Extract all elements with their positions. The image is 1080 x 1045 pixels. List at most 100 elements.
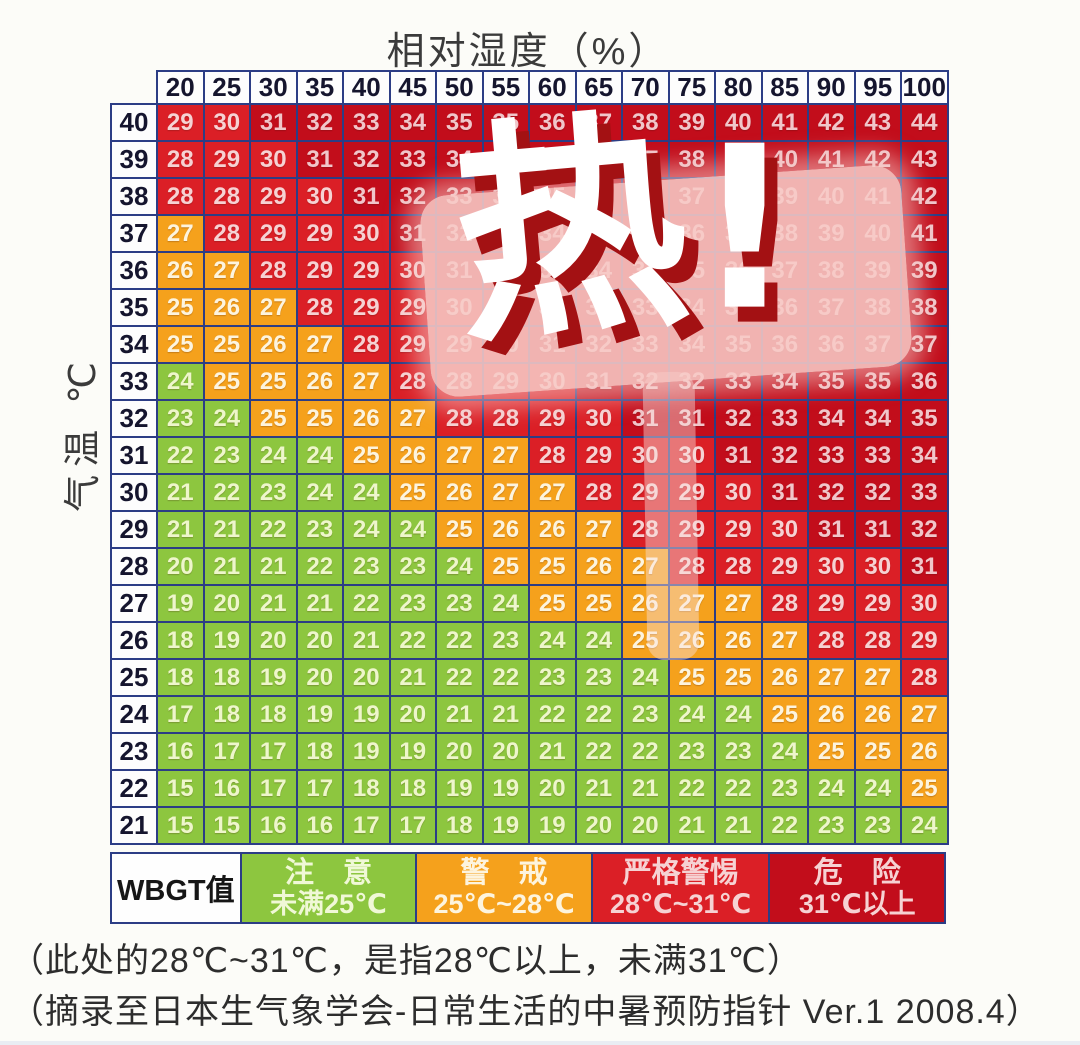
wbgt-cell: 25 <box>667 658 716 697</box>
wbgt-cell: 15 <box>156 769 205 808</box>
wbgt-cell: 21 <box>249 584 298 623</box>
wbgt-cell: 23 <box>528 658 577 697</box>
wbgt-cell: 20 <box>295 621 344 660</box>
hot-stamp-watermark: 热 ! <box>443 86 806 375</box>
note-line-1: （此处的28℃~31℃，是指28℃以上，未满31℃） <box>10 942 802 980</box>
wbgt-cell: 29 <box>249 214 298 253</box>
wbgt-cell: 20 <box>388 695 437 734</box>
legend-item-range: 未满25℃ <box>270 889 387 919</box>
wbgt-cell: 26 <box>714 621 763 660</box>
wbgt-cell: 24 <box>807 769 856 808</box>
wbgt-cell: 26 <box>621 584 670 623</box>
wbgt-cell: 29 <box>295 214 344 253</box>
wbgt-cell: 15 <box>156 806 205 845</box>
wbgt-cell: 17 <box>388 806 437 845</box>
wbgt-cell: 24 <box>481 584 530 623</box>
wbgt-cell: 22 <box>156 436 205 475</box>
wbgt-cell: 17 <box>156 695 205 734</box>
wbgt-cell: 32 <box>900 510 949 549</box>
wbgt-cell: 29 <box>667 510 716 549</box>
wbgt-cell: 23 <box>714 732 763 771</box>
wbgt-cell: 21 <box>342 621 391 660</box>
wbgt-cell: 29 <box>156 103 205 142</box>
wbgt-cell: 29 <box>202 140 251 179</box>
wbgt-cell: 21 <box>156 510 205 549</box>
wbgt-cell: 25 <box>156 288 205 327</box>
temperature-header-cell: 39 <box>110 140 158 179</box>
wbgt-cell: 18 <box>156 621 205 660</box>
wbgt-cell: 36 <box>574 140 623 179</box>
wbgt-cell: 29 <box>807 584 856 623</box>
wbgt-cell: 26 <box>435 473 484 512</box>
humidity-header-cell: 50 <box>435 70 484 105</box>
wbgt-cell: 27 <box>202 251 251 290</box>
wbgt-cell: 27 <box>574 510 623 549</box>
wbgt-cell: 23 <box>760 769 809 808</box>
wbgt-cell: 20 <box>435 732 484 771</box>
wbgt-cell: 30 <box>574 399 623 438</box>
wbgt-cell: 25 <box>574 584 623 623</box>
wbgt-cell: 36 <box>528 103 577 142</box>
wbgt-cell: 24 <box>342 510 391 549</box>
wbgt-cell: 21 <box>435 695 484 734</box>
wbgt-cell: 29 <box>621 473 670 512</box>
humidity-header-cell: 80 <box>714 70 763 105</box>
wbgt-cell: 22 <box>714 769 763 808</box>
temperature-header-cell: 21 <box>110 806 158 845</box>
wbgt-cell: 27 <box>667 584 716 623</box>
wbgt-cell: 33 <box>807 436 856 475</box>
humidity-header-cell: 35 <box>295 70 344 105</box>
wbgt-cell: 18 <box>249 695 298 734</box>
legend-wbgt-label: WBGT值 <box>112 854 240 922</box>
temperature-header-cell: 35 <box>110 288 158 327</box>
wbgt-cell: 28 <box>295 288 344 327</box>
wbgt-cell: 22 <box>435 621 484 660</box>
note-line-2: （摘录至日本生气象学会-日常生活的中暑预防指针 Ver.1 2008.4） <box>10 993 1041 1031</box>
wbgt-cell: 27 <box>714 584 763 623</box>
wbgt-cell: 19 <box>481 806 530 845</box>
wbgt-cell: 25 <box>249 362 298 401</box>
wbgt-cell: 29 <box>249 177 298 216</box>
wbgt-cell: 31 <box>900 547 949 586</box>
wbgt-cell: 28 <box>853 621 902 660</box>
wbgt-cell: 30 <box>760 510 809 549</box>
wbgt-cell: 22 <box>202 473 251 512</box>
humidity-header-cell: 60 <box>528 70 577 105</box>
wbgt-cell: 22 <box>249 510 298 549</box>
wbgt-cell: 28 <box>249 251 298 290</box>
wbgt-cell: 22 <box>574 732 623 771</box>
wbgt-cell: 18 <box>295 732 344 771</box>
wbgt-cell: 21 <box>249 547 298 586</box>
humidity-header-cell: 65 <box>574 70 623 105</box>
wbgt-cell: 24 <box>853 769 902 808</box>
wbgt-cell: 24 <box>435 547 484 586</box>
wbgt-cell: 28 <box>156 177 205 216</box>
wbgt-cell: 29 <box>342 251 391 290</box>
humidity-header-cell: 40 <box>342 70 391 105</box>
wbgt-cell: 22 <box>481 658 530 697</box>
wbgt-cell: 22 <box>760 806 809 845</box>
wbgt-cell: 30 <box>249 140 298 179</box>
exclamation-mark: ! <box>693 98 796 361</box>
wbgt-cell: 30 <box>202 103 251 142</box>
wbgt-cell: 26 <box>156 251 205 290</box>
temperature-header-cell: 33 <box>110 362 158 401</box>
wbgt-cell: 21 <box>202 547 251 586</box>
wbgt-cell: 29 <box>667 473 716 512</box>
legend-item: 警 戒 25℃~28℃ <box>415 854 591 922</box>
wbgt-cell: 34 <box>435 140 484 179</box>
wbgt-cell: 22 <box>388 621 437 660</box>
wbgt-cell: 23 <box>295 510 344 549</box>
wbgt-cell: 35 <box>435 103 484 142</box>
wbgt-cell: 28 <box>760 584 809 623</box>
wbgt-cell: 28 <box>807 621 856 660</box>
wbgt-cell: 24 <box>202 399 251 438</box>
wbgt-cell: 28 <box>574 473 623 512</box>
wbgt-cell: 26 <box>342 399 391 438</box>
wbgt-cell: 25 <box>528 584 577 623</box>
wbgt-cell: 28 <box>900 658 949 697</box>
wbgt-cell: 36 <box>900 362 949 401</box>
wbgt-cell: 26 <box>900 732 949 771</box>
wbgt-cell: 20 <box>621 806 670 845</box>
wbgt-cell: 24 <box>621 658 670 697</box>
